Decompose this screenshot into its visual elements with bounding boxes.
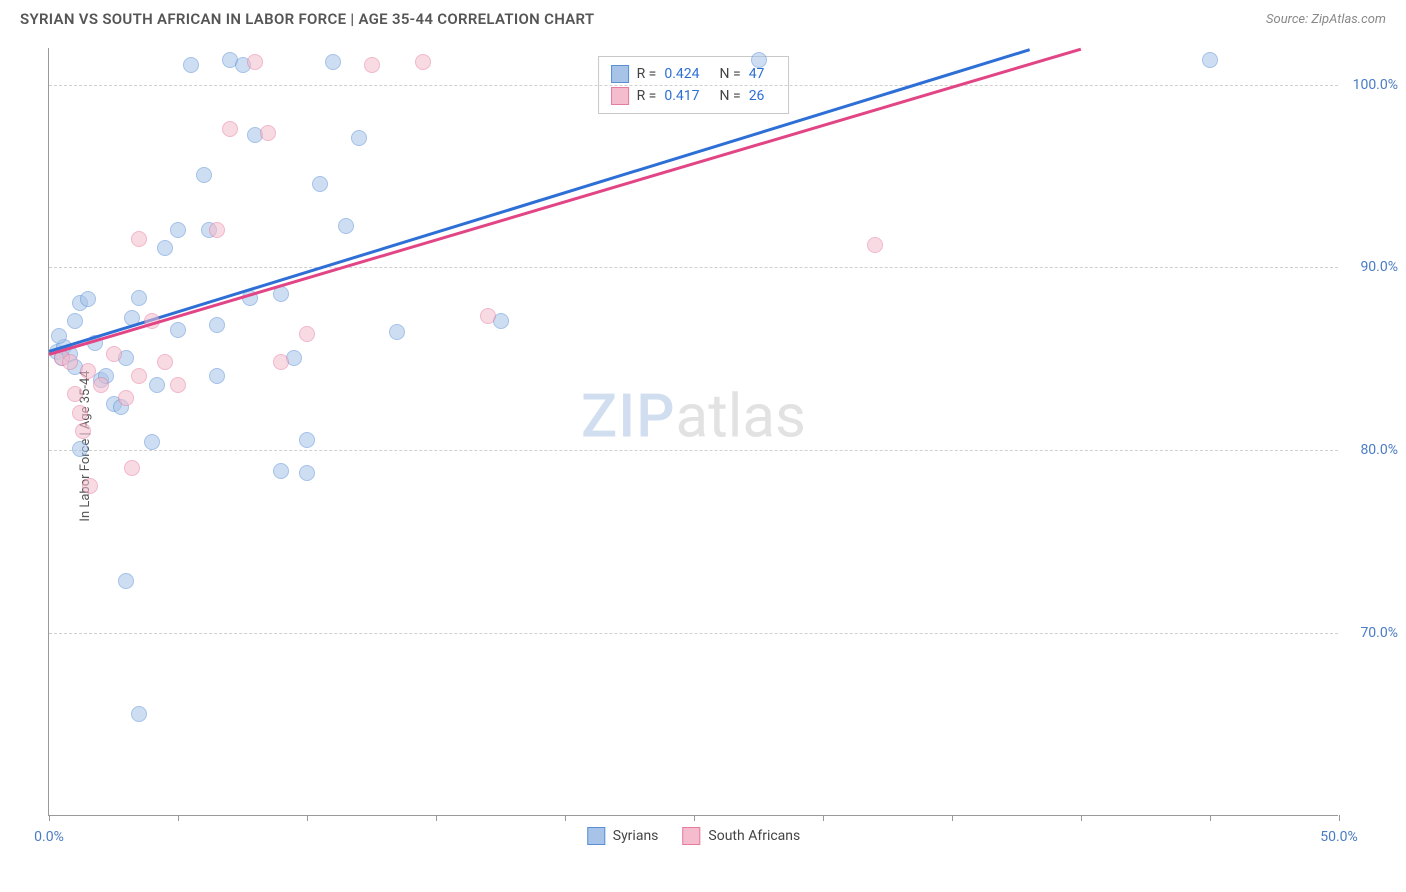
trend-line [49,48,1082,356]
series-swatch [611,65,629,83]
data-point [751,52,767,68]
data-point [170,222,186,238]
n-value: 47 [749,66,765,82]
series-legend: Syrians South Africans [587,827,801,845]
source-attribution: Source: ZipAtlas.com [1266,12,1386,27]
data-point [157,354,173,370]
x-tick [1081,815,1082,821]
data-point [75,423,91,439]
x-tick [178,815,179,821]
data-point [51,328,67,344]
data-point [67,313,83,329]
data-point [67,386,83,402]
data-point [209,222,225,238]
legend-label: Syrians [613,828,659,844]
r-label: R = [637,66,657,82]
gridline [49,450,1338,451]
series-swatch [611,87,629,105]
data-point [72,405,88,421]
data-point [273,354,289,370]
chart-title: SYRIAN VS SOUTH AFRICAN IN LABOR FORCE |… [20,10,594,28]
r-value: 0.424 [664,66,699,82]
legend-item: South Africans [682,827,800,845]
x-tick-label: 0.0% [34,829,64,845]
stats-row: R = 0.417 N = 26 [611,85,777,107]
data-point [415,54,431,70]
x-tick [952,815,953,821]
x-tick [436,815,437,821]
x-tick [823,815,824,821]
data-point [273,463,289,479]
data-point [80,291,96,307]
watermark-zip: ZIP [581,381,675,452]
data-point [183,57,199,73]
stats-row: R = 0.424 N = 47 [611,63,777,85]
data-point [196,167,212,183]
x-tick [694,815,695,821]
watermark: ZIPatlas [581,381,806,452]
y-tick-label: 70.0% [1360,625,1398,641]
data-point [312,176,328,192]
data-point [222,121,238,137]
data-point [1202,52,1218,68]
data-point [106,346,122,362]
n-label: N = [720,66,741,82]
legend-swatch [682,827,700,845]
scatter-chart: ZIPatlas R =0.424N =47R =0.417N =26 Syri… [48,48,1338,816]
r-label: R = [637,88,657,104]
gridline [49,267,1338,268]
data-point [144,434,160,450]
data-point [364,57,380,73]
data-point [209,317,225,333]
data-point [118,390,134,406]
trend-line [49,48,1030,352]
data-point [131,290,147,306]
data-point [247,54,263,70]
data-point [62,354,78,370]
data-point [80,363,96,379]
r-value: 0.417 [664,88,699,104]
gridline [49,85,1338,86]
data-point [93,377,109,393]
data-point [149,377,165,393]
x-tick [565,815,566,821]
data-point [338,218,354,234]
data-point [124,460,140,476]
data-point [867,237,883,253]
x-tick [49,815,50,821]
data-point [157,240,173,256]
x-tick [307,815,308,821]
data-point [480,308,496,324]
legend-swatch [587,827,605,845]
data-point [209,368,225,384]
legend-item: Syrians [587,827,659,845]
data-point [72,441,88,457]
n-value: 26 [749,88,765,104]
y-tick-label: 90.0% [1360,259,1398,275]
data-point [131,231,147,247]
x-tick [1339,815,1340,821]
legend-label: South Africans [708,828,800,844]
y-tick-label: 100.0% [1353,77,1398,93]
data-point [299,432,315,448]
watermark-atlas: atlas [676,381,806,452]
chart-header: SYRIAN VS SOUTH AFRICAN IN LABOR FORCE |… [0,0,1406,36]
data-point [260,125,276,141]
data-point [389,324,405,340]
y-tick-label: 80.0% [1360,442,1398,458]
n-label: N = [720,88,741,104]
x-tick [1210,815,1211,821]
data-point [131,368,147,384]
data-point [299,326,315,342]
x-tick-label: 50.0% [1320,829,1358,845]
data-point [118,573,134,589]
gridline [49,633,1338,634]
data-point [325,54,341,70]
data-point [170,322,186,338]
data-point [299,465,315,481]
data-point [170,377,186,393]
data-point [351,130,367,146]
data-point [82,478,98,494]
data-point [131,706,147,722]
